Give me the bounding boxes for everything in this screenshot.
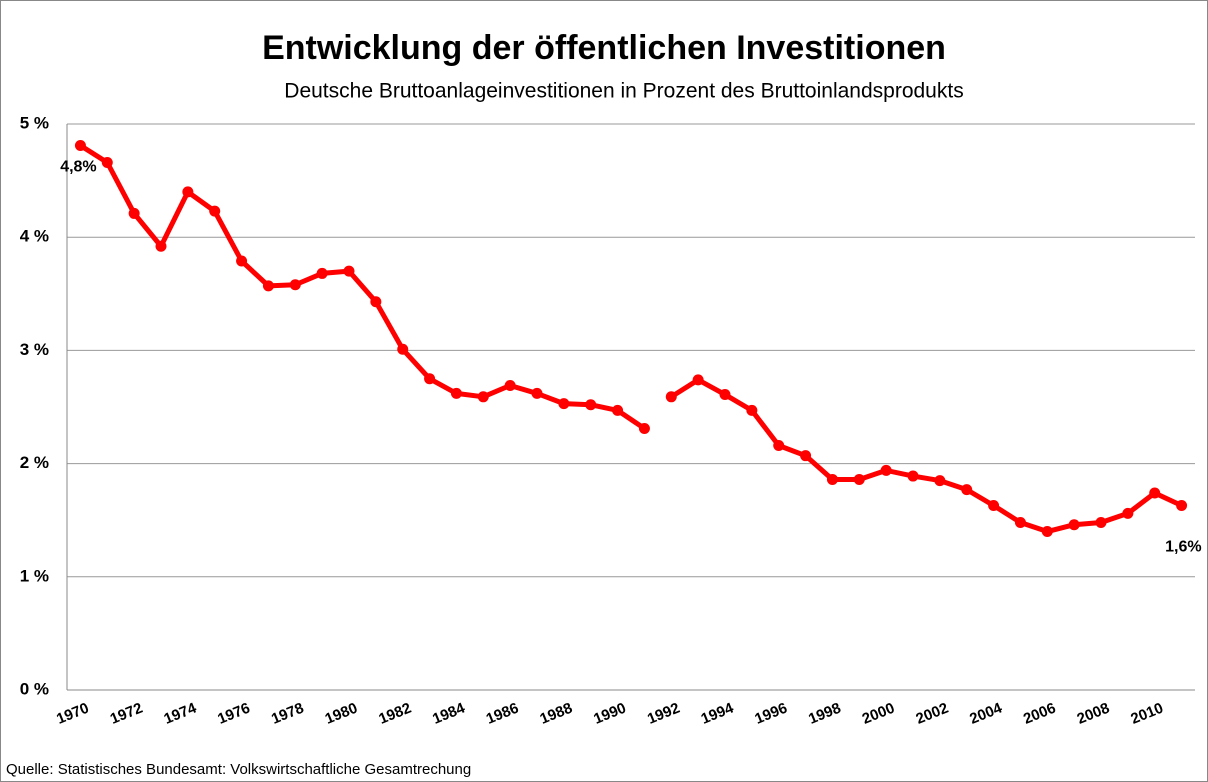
point: [343, 265, 355, 277]
point: [128, 207, 140, 219]
point: [477, 391, 489, 403]
point: [853, 473, 865, 485]
point: [638, 423, 650, 435]
point: [773, 439, 785, 451]
point: [880, 464, 892, 476]
point: [826, 473, 838, 485]
point: [504, 379, 516, 391]
point: [1122, 507, 1134, 519]
y-tick-label: 0 %: [20, 679, 49, 698]
point: [450, 387, 462, 399]
point: [182, 186, 194, 198]
y-tick-label: 2 %: [20, 453, 49, 472]
point: [907, 470, 919, 482]
point: [155, 240, 167, 252]
point: [531, 387, 543, 399]
point: [665, 391, 677, 403]
point: [1041, 526, 1053, 538]
chart-subtitle: Deutsche Bruttoanlageinvestitionen in Pr…: [284, 80, 963, 103]
line: [79, 143, 646, 431]
source-note: Quelle: Statistisches Bundesamt: Volkswi…: [6, 761, 471, 778]
point: [612, 404, 624, 416]
y-tick-label: 3 %: [20, 340, 49, 359]
point: [1176, 499, 1188, 511]
point: [370, 296, 382, 308]
point: [961, 484, 973, 496]
point: [746, 404, 758, 416]
point: [988, 499, 1000, 511]
point: [1149, 487, 1161, 499]
y-tick-label: 5 %: [20, 113, 49, 132]
point: [316, 267, 328, 279]
point: [719, 389, 731, 401]
point: [1014, 516, 1026, 528]
point: [236, 255, 248, 267]
point: [262, 280, 274, 292]
point: [397, 343, 409, 355]
point: [585, 399, 597, 411]
point: [800, 450, 812, 462]
y-tick-label: 4 %: [20, 227, 49, 246]
point: [209, 205, 221, 217]
data-label: 1,6%: [1165, 539, 1201, 556]
point: [558, 398, 570, 410]
point: [692, 374, 704, 386]
y-tick-label: 1 %: [20, 566, 49, 585]
point: [1095, 516, 1107, 528]
data-label: 4,8%: [60, 159, 96, 176]
point: [934, 475, 946, 487]
point: [101, 156, 113, 168]
point: [74, 140, 86, 152]
chart-title: Entwicklung der öffentlichen Investition…: [262, 29, 946, 67]
point: [424, 373, 436, 385]
point: [1068, 519, 1080, 531]
point: [289, 279, 301, 291]
